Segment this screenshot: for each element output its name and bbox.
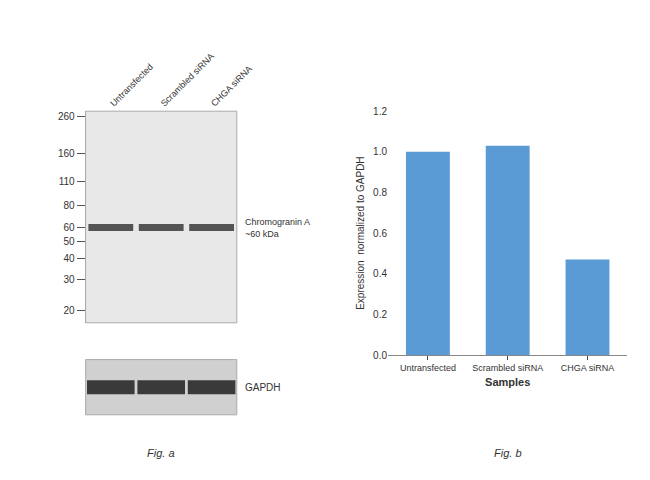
svg-text:Fig. a: Fig. a xyxy=(147,447,175,459)
svg-text:50: 50 xyxy=(63,236,75,247)
svg-text:40: 40 xyxy=(63,253,75,264)
svg-text:0.0: 0.0 xyxy=(373,350,387,361)
svg-text:CHGA siRNA: CHGA siRNA xyxy=(561,363,615,373)
svg-text:30: 30 xyxy=(63,274,75,285)
svg-text:Untransfected: Untransfected xyxy=(108,62,155,109)
svg-text:Scrambled siRNA: Scrambled siRNA xyxy=(472,363,543,373)
svg-text:160: 160 xyxy=(58,148,75,159)
svg-text:1.2: 1.2 xyxy=(373,106,387,117)
svg-text:Chromogranin A~60 kDa: Chromogranin A~60 kDa xyxy=(245,217,310,239)
svg-text:60: 60 xyxy=(63,222,75,233)
svg-text:0.6: 0.6 xyxy=(373,228,387,239)
svg-text:Scrambled siRNA: Scrambled siRNA xyxy=(159,51,216,108)
svg-text:260: 260 xyxy=(58,111,75,122)
svg-text:Fig. b: Fig. b xyxy=(494,447,522,459)
svg-text:0.8: 0.8 xyxy=(373,187,387,198)
svg-text:Samples: Samples xyxy=(485,376,530,388)
svg-text:GAPDH: GAPDH xyxy=(245,382,281,393)
svg-text:Untransfected: Untransfected xyxy=(400,363,456,373)
svg-text:Expression normalized to GAPD: Expression normalized to GAPDH xyxy=(355,156,366,309)
svg-text:0.2: 0.2 xyxy=(373,309,387,320)
svg-text:CHGA siRNA: CHGA siRNA xyxy=(209,64,254,109)
svg-text:20: 20 xyxy=(63,305,75,316)
svg-text:80: 80 xyxy=(63,200,75,211)
svg-text:1.0: 1.0 xyxy=(373,146,387,157)
svg-text:0.4: 0.4 xyxy=(373,268,387,279)
svg-text:110: 110 xyxy=(59,176,75,187)
